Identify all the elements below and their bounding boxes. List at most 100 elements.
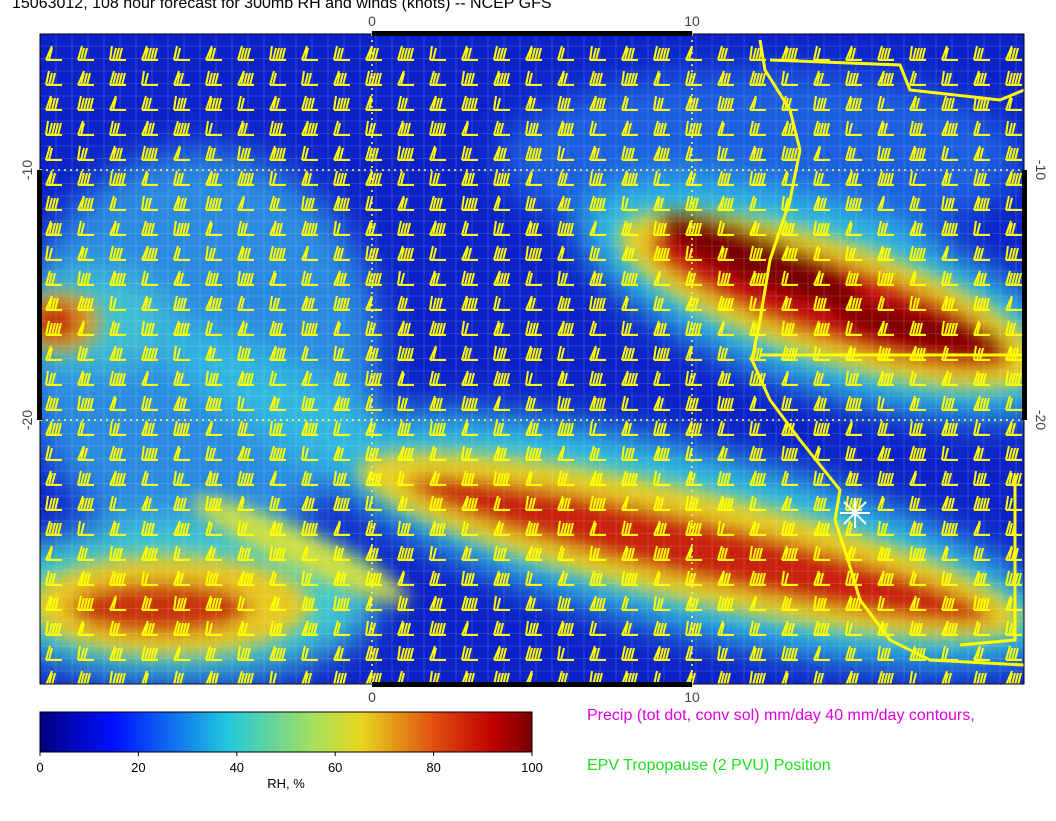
wind-barb [77,395,94,411]
wind-barb [397,370,414,386]
wind-barb [45,620,62,636]
wind-barb [365,445,382,461]
wind-barb [77,670,94,684]
wind-barb [365,270,382,286]
wind-barb [973,295,990,311]
wind-barb [557,220,574,236]
wind-barb [685,645,702,661]
wind-barb [621,195,638,211]
wind-barb [941,670,958,684]
wind-barb [621,570,638,586]
wind-barb [781,145,798,161]
wind-barb [237,445,254,461]
wind-barb [973,95,990,111]
wind-barb [717,620,734,636]
wind-barb [301,320,318,336]
wind-barb [525,95,542,111]
wind-barb [1005,370,1022,386]
wind-barb [141,595,158,611]
wind-barb [109,195,126,211]
wind-barb [365,145,382,161]
wind-barb [653,345,670,361]
wind-barb [237,195,254,211]
wind-barb [77,120,94,136]
wind-barb [237,495,254,511]
wind-barb [301,545,318,561]
wind-barb [301,70,318,86]
wind-barb [589,120,606,136]
wind-barb [77,345,94,361]
wind-barb [237,245,254,261]
wind-barb [589,520,606,536]
wind-barb [141,70,158,86]
y-tick-label: -10 [19,160,35,180]
wind-barb [685,520,702,536]
wind-barb [109,245,126,261]
wind-barb [173,420,190,436]
wind-barb [717,395,734,411]
wind-barb [557,45,574,61]
wind-barb [525,520,542,536]
wind-barb [845,670,862,684]
wind-barb [301,645,318,661]
x-tick-label: 10 [684,13,700,29]
wind-barb [1005,445,1022,461]
wind-barb [941,395,958,411]
wind-barb [493,245,510,261]
wind-barb [909,395,926,411]
wind-barb [589,70,606,86]
wind-barb [653,470,670,486]
wind-barb [397,195,414,211]
wind-barb [461,620,478,636]
wind-barb [429,420,446,436]
wind-barb [525,370,542,386]
wind-barb [525,645,542,661]
wind-barb [173,670,190,684]
wind-barb [173,45,190,61]
wind-barb [45,470,62,486]
wind-barb [237,120,254,136]
wind-barb [77,295,94,311]
wind-barb [173,320,190,336]
wind-barb [301,370,318,386]
wind-barb [973,270,990,286]
wind-barb [205,595,222,611]
wind-barb [877,645,894,661]
wind-barb [813,370,830,386]
wind-barb [237,645,254,661]
wind-barb [621,370,638,386]
wind-barb [717,95,734,111]
wind-barb [653,170,670,186]
wind-barb [77,245,94,261]
wind-barb [525,245,542,261]
wind-barb [269,270,286,286]
wind-barb [653,370,670,386]
wind-barb [45,170,62,186]
wind-barb [77,95,94,111]
wind-barb [781,595,798,611]
wind-barb [493,70,510,86]
wind-barb [301,245,318,261]
wind-barb [269,670,286,684]
wind-barb [1005,420,1022,436]
wind-barb [429,570,446,586]
wind-barb [621,270,638,286]
wind-barb [749,445,766,461]
wind-barb [781,570,798,586]
wind-barb [205,220,222,236]
wind-barb [237,520,254,536]
wind-barb [333,145,350,161]
wind-barb [429,470,446,486]
axis-bar [1022,170,1027,420]
wind-barb [749,220,766,236]
colorbar-tick-label: 20 [131,760,145,775]
wind-barb [877,495,894,511]
wind-barb [525,495,542,511]
wind-barb [813,395,830,411]
wind-barb [1005,520,1022,536]
wind-barb [941,445,958,461]
wind-barb [365,470,382,486]
wind-barb [333,220,350,236]
wind-barb [173,545,190,561]
wind-barb [45,70,62,86]
